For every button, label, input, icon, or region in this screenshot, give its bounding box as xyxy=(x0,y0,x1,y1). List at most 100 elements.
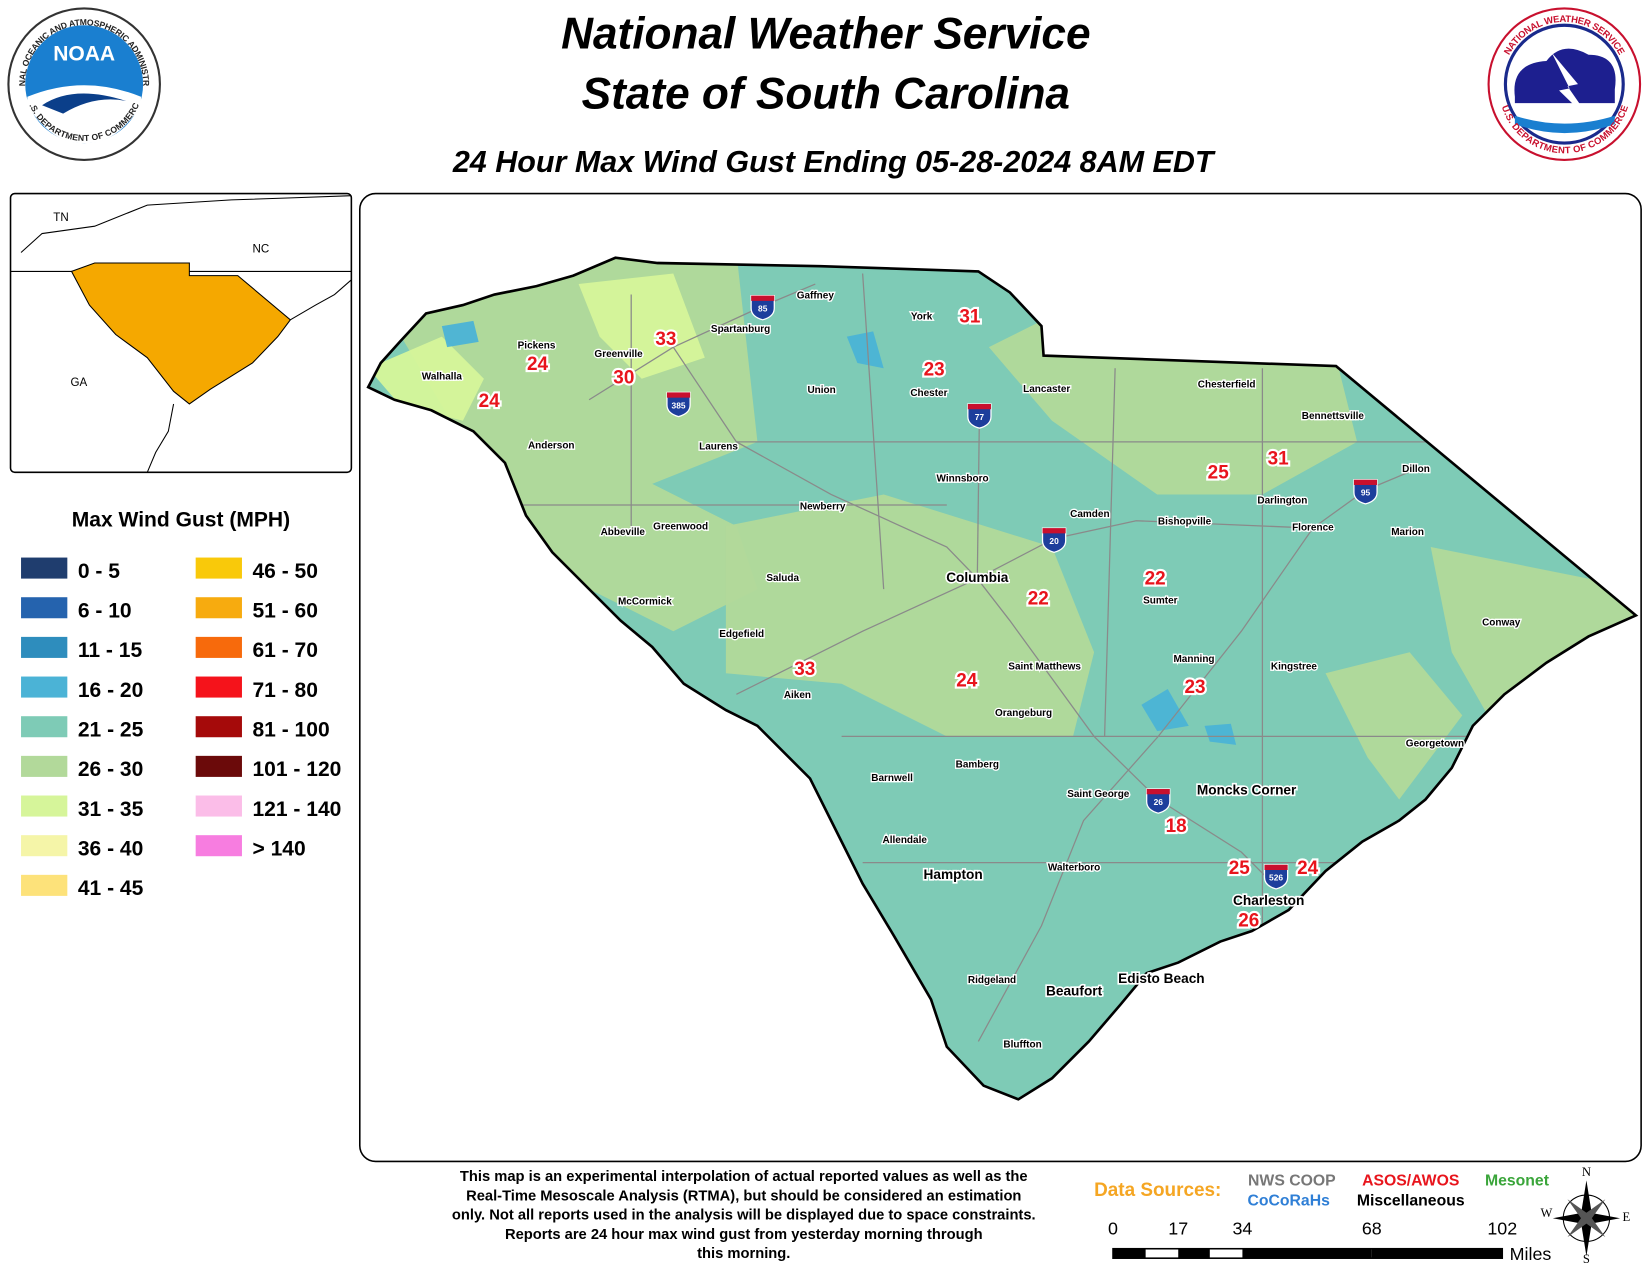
legend-label: 36 - 40 xyxy=(78,837,143,860)
state-label: GA xyxy=(71,377,88,389)
footnote-line: Real-Time Mesoscale Analysis (RTMA), but… xyxy=(466,1188,1021,1204)
inset-map: TN NC GA xyxy=(9,192,353,474)
road xyxy=(504,273,1473,947)
station-value: 33 xyxy=(794,659,815,680)
city-label: Conway xyxy=(1482,617,1521,628)
scale-segment xyxy=(1242,1248,1372,1259)
scale-segment xyxy=(1178,1248,1210,1259)
city-label: Kingstree xyxy=(1271,662,1317,673)
station-value: 25 xyxy=(1208,462,1229,483)
source-name: Miscellaneous xyxy=(1357,1193,1465,1210)
legend-label: 61 - 70 xyxy=(252,639,317,662)
legend-label: 11 - 15 xyxy=(78,639,143,662)
city-label: Saint Matthews xyxy=(1008,662,1081,673)
city-label: Camden xyxy=(1070,509,1109,520)
subtitle: State of South Carolina xyxy=(582,69,1070,118)
source-name: Mesonet xyxy=(1485,1173,1550,1190)
major-city-label: Charleston xyxy=(1233,893,1304,908)
city-label: Darlington xyxy=(1257,495,1307,506)
city-label: Florence xyxy=(1292,523,1334,534)
legend: 0 - 5 6 - 10 11 - 15 16 - 20 21 - 25 26 - 30 3… xyxy=(21,557,341,900)
gust-zone xyxy=(578,273,705,379)
logo-gull xyxy=(42,93,127,114)
legend-swatch xyxy=(195,676,242,698)
compass-e: E xyxy=(1623,1210,1631,1224)
interstate-shield: 385 xyxy=(666,391,691,418)
station-value: 24 xyxy=(527,354,549,375)
scale-label: 0 xyxy=(1108,1219,1118,1239)
product-title: 24 Hour Max Wind Gust Ending 05-28-2024 … xyxy=(452,145,1216,179)
city-label: Chester xyxy=(910,388,947,399)
shield-body xyxy=(750,294,775,321)
station-value: 25 xyxy=(1229,858,1250,879)
city-label: Bamberg xyxy=(956,759,999,770)
state-label: NC xyxy=(253,243,270,255)
legend-label: > 140 xyxy=(252,837,305,860)
legend-swatch xyxy=(21,755,68,777)
compass-s: S xyxy=(1583,1252,1590,1266)
legend-label: 101 - 120 xyxy=(252,758,341,781)
interstate-shield: 526 xyxy=(1263,864,1289,890)
major-city-label: Edisto Beach xyxy=(1118,971,1205,986)
station-value: 31 xyxy=(959,307,980,328)
city-label: Edgefield xyxy=(719,629,764,640)
city-label: Allendale xyxy=(883,835,928,846)
data-sources: Data Sources: NWS COOP ASOS/AWOS Mesonet CoC… xyxy=(1094,1173,1550,1210)
legend-label: 31 - 35 xyxy=(78,798,144,821)
major-city-label: Columbia xyxy=(946,570,1009,585)
shield-body xyxy=(1146,788,1171,814)
legend-swatch xyxy=(21,676,68,698)
inset-state xyxy=(70,262,292,405)
gust-zones xyxy=(368,257,1636,1042)
state-border xyxy=(366,256,1639,1101)
city-label: Abbeville xyxy=(601,527,646,538)
legend-label: 71 - 80 xyxy=(252,679,317,702)
legend-swatch xyxy=(21,597,68,619)
city-label: Pickens xyxy=(518,341,556,352)
city-label: Orangeburg xyxy=(995,708,1052,719)
road xyxy=(977,527,1314,1042)
interstate-shield: 85 xyxy=(750,294,775,321)
city-label: Bennettsville xyxy=(1302,411,1365,422)
gust-zone xyxy=(1325,652,1463,800)
city-label: Union xyxy=(807,385,835,396)
legend-label: 26 - 30 xyxy=(78,758,143,781)
station-value: 26 xyxy=(1238,911,1259,932)
scale-segment xyxy=(1371,1248,1503,1259)
legend-swatch xyxy=(195,597,242,619)
station-value: 18 xyxy=(1166,816,1187,837)
city-label: Greenwood xyxy=(653,522,708,533)
station-value: 22 xyxy=(1028,589,1049,610)
legend-swatch xyxy=(195,557,242,579)
legend-title: Max Wind Gust (MPH) xyxy=(72,508,290,531)
legend-label: 6 - 10 xyxy=(78,600,132,623)
shield-top xyxy=(1264,864,1288,871)
shield-body xyxy=(1353,479,1378,505)
gust-zone xyxy=(725,494,1095,737)
footnote-line: This map is an experimental interpolatio… xyxy=(460,1169,1028,1185)
interstate-shield: 77 xyxy=(967,403,992,429)
legend-swatch xyxy=(195,835,242,857)
station-value: 23 xyxy=(924,359,945,380)
legend-label: 41 - 45 xyxy=(78,877,144,900)
legend-swatch xyxy=(195,636,242,658)
shield-top xyxy=(1353,479,1378,485)
legend-label: 0 - 5 xyxy=(78,560,120,583)
title: National Weather Service xyxy=(561,9,1090,58)
legend-swatch xyxy=(195,755,242,777)
interstate-number: 385 xyxy=(672,400,686,410)
footnote-line: this morning. xyxy=(697,1246,790,1262)
scale-label: 102 xyxy=(1487,1219,1517,1239)
scale-label: 17 xyxy=(1168,1219,1188,1239)
roads xyxy=(504,273,1473,1042)
interstate-number: 20 xyxy=(1049,536,1059,546)
logo-water xyxy=(1514,115,1615,134)
legend-swatch xyxy=(21,874,68,896)
legend-label: 21 - 25 xyxy=(78,718,144,741)
state-map xyxy=(366,256,1639,1101)
city-label: Saluda xyxy=(766,573,799,584)
city-label: Bishopville xyxy=(1158,516,1212,527)
interstate-shield: 26 xyxy=(1146,788,1171,814)
shield-top xyxy=(666,392,691,398)
